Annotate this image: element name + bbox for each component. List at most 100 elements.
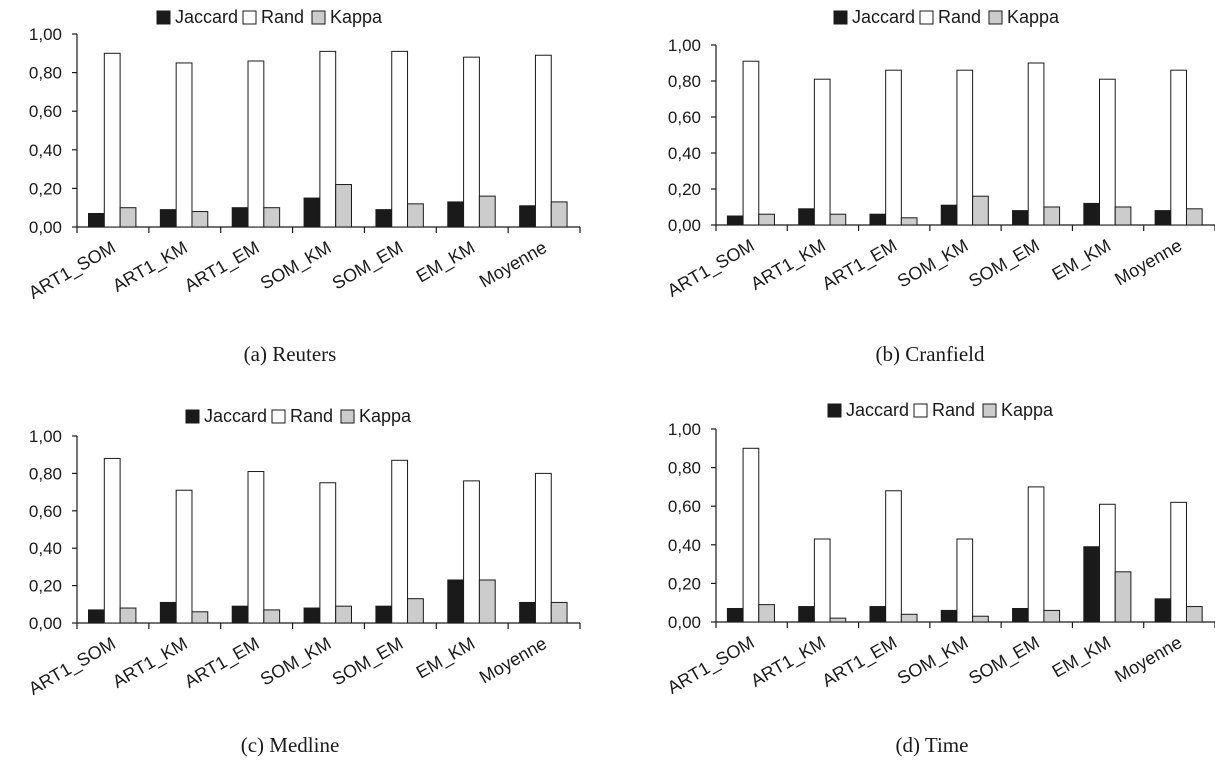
bar-kappa-moyenne xyxy=(1185,606,1203,623)
legend-label-kappa: Kappa xyxy=(1001,400,1054,420)
bar-rand-em-km xyxy=(463,56,480,228)
x-tick-label: EM_KM xyxy=(1049,235,1115,285)
y-tick-label: 0,40 xyxy=(29,539,62,558)
bar-jaccard-em-km xyxy=(1083,546,1101,623)
y-tick-label: 0,60 xyxy=(668,497,701,516)
bar-jaccard-moyenne xyxy=(519,601,536,624)
legend-label-kappa: Kappa xyxy=(330,7,383,27)
bar-jaccard-som-em xyxy=(375,209,393,228)
x-tick-label: ART1_KM xyxy=(747,632,829,692)
chart-legend: Jaccard Rand Kappa xyxy=(833,7,1060,27)
legend-swatch-rand xyxy=(242,10,257,25)
bar-rand-art1-som xyxy=(103,457,121,624)
bar-rand-art1-km xyxy=(175,489,193,624)
bar-jaccard-art1-som xyxy=(87,609,105,624)
legend-swatch-jaccard xyxy=(833,10,848,25)
bar-jaccard-som-km xyxy=(940,609,958,623)
bar-rand-som-km xyxy=(319,50,337,228)
bar-jaccard-em-km xyxy=(1083,202,1101,226)
bar-jaccard-art1-em xyxy=(869,213,887,226)
bar-kappa-som-em xyxy=(407,598,424,624)
bar-rand-som-em xyxy=(391,459,409,624)
bar-kappa-som-km xyxy=(335,184,352,228)
legend-label-rand: Rand xyxy=(932,400,975,420)
bar-jaccard-art1-som xyxy=(726,215,744,226)
legend-swatch-kappa xyxy=(982,403,997,418)
x-tick-label: SOM_EM xyxy=(965,235,1043,292)
y-tick-label: 1,00 xyxy=(668,420,701,439)
bar-rand-art1-em xyxy=(247,60,265,228)
bar-rand-moyenne xyxy=(534,54,552,228)
bar-kappa-som-em xyxy=(1043,609,1061,623)
bar-jaccard-art1-em xyxy=(869,606,887,623)
y-tick-label: 0,00 xyxy=(668,613,701,632)
x-tick-label: ART1_SOM xyxy=(25,237,119,304)
x-tick-label: Moyenne xyxy=(1111,632,1185,686)
x-tick-label: EM_KM xyxy=(413,633,479,683)
bar-rand-som-km xyxy=(319,482,337,624)
bar-rand-art1-som xyxy=(742,447,760,623)
legend-label-rand: Rand xyxy=(938,7,981,27)
bar-kappa-em-km xyxy=(478,195,496,228)
y-tick-label: 0,60 xyxy=(29,502,62,521)
bar-jaccard-art1-km xyxy=(798,208,815,226)
bar-jaccard-em-km xyxy=(447,579,465,624)
bar-kappa-em-km xyxy=(1114,571,1132,623)
bar-jaccard-moyenne xyxy=(1154,210,1172,226)
bar-kappa-art1-km xyxy=(829,213,847,226)
chart-panel-c: Jaccard Rand Kappa 0,00 0,20 0,40 0,60 0,80 1,00… xyxy=(25,406,581,757)
x-tick-label: ART1_KM xyxy=(747,235,829,295)
legend-label-kappa: Kappa xyxy=(1007,7,1060,27)
y-tick-label: 1,00 xyxy=(29,427,62,446)
legend-label-jaccard: Jaccard xyxy=(846,400,909,420)
bar-rand-em-km xyxy=(463,480,480,624)
bar-rand-art1-som xyxy=(742,60,760,226)
y-tick-label: 0,80 xyxy=(29,464,62,483)
y-tick-label: 0,00 xyxy=(29,218,62,237)
x-tick-label: Moyenne xyxy=(476,237,550,291)
x-tick-label: EM_KM xyxy=(413,237,479,287)
y-tick-label: 0,80 xyxy=(668,72,701,91)
bar-kappa-art1-som xyxy=(758,213,775,226)
y-tick-label: 0,40 xyxy=(668,536,701,555)
bar-kappa-art1-km xyxy=(191,611,209,624)
bar-kappa-art1-km xyxy=(829,617,847,623)
y-tick-label: 1,00 xyxy=(29,25,62,44)
bar-kappa-art1-em xyxy=(900,613,918,623)
y-tick-label: 0,40 xyxy=(29,141,62,160)
bar-jaccard-art1-som xyxy=(726,607,744,623)
y-tick-label: 0,20 xyxy=(29,577,62,596)
x-tick-label: ART1_SOM xyxy=(664,235,758,302)
y-tick-label: 0,00 xyxy=(668,216,701,235)
bar-kappa-moyenne xyxy=(550,601,568,624)
legend-label-jaccard: Jaccard xyxy=(204,406,267,426)
bar-jaccard-art1-km xyxy=(159,601,177,624)
bar-jaccard-som-em xyxy=(1012,607,1029,623)
y-tick-label: 0,60 xyxy=(668,108,701,127)
bar-kappa-som-km xyxy=(335,605,352,624)
bar-jaccard-art1-km xyxy=(798,606,815,623)
y-tick-label: 0,40 xyxy=(668,144,701,163)
legend-label-jaccard: Jaccard xyxy=(852,7,915,27)
bar-rand-art1-km xyxy=(813,78,831,226)
bar-jaccard-em-km xyxy=(447,201,465,228)
bar-jaccard-som-em xyxy=(1012,210,1029,226)
bar-rand-em-km xyxy=(1099,78,1116,226)
legend-swatch-kappa xyxy=(988,10,1003,25)
y-tick-label: 0,80 xyxy=(29,64,62,83)
y-tick-label: 0,20 xyxy=(668,180,701,199)
bar-rand-art1-em xyxy=(885,490,902,623)
chart-panel-b: Jaccard Rand Kappa 0,00 0,20 0,40 0,60 0,80 1,00… xyxy=(664,7,1215,366)
bar-rand-art1-km xyxy=(175,62,193,228)
bar-kappa-art1-som xyxy=(758,604,775,623)
legend-swatch-kappa xyxy=(340,409,355,424)
bar-kappa-em-km xyxy=(478,579,496,624)
legend-label-kappa: Kappa xyxy=(359,406,412,426)
legend-swatch-rand xyxy=(919,10,934,25)
x-tick-label: SOM_KM xyxy=(257,237,335,294)
y-tick-label: 0,20 xyxy=(668,574,701,593)
y-tick-label: 0,60 xyxy=(29,102,62,121)
chart-panel-d: Jaccard Rand Kappa 0,00 0,20 0,40 0,60 0,80 1,00… xyxy=(664,400,1215,757)
bar-jaccard-moyenne xyxy=(519,205,536,228)
panel-caption: (c) Medline xyxy=(241,733,340,757)
